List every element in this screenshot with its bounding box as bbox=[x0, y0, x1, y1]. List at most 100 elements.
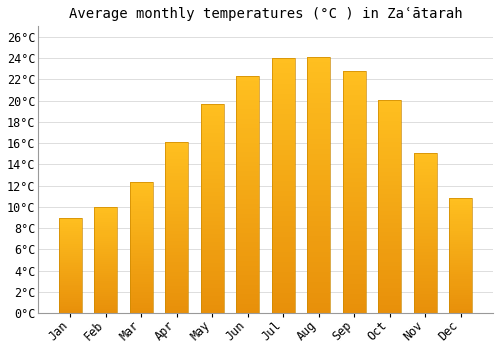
Bar bbox=[272, 109, 295, 114]
Bar bbox=[308, 298, 330, 303]
Bar bbox=[201, 183, 224, 188]
Bar bbox=[343, 182, 366, 187]
Bar bbox=[414, 287, 437, 291]
Bar bbox=[343, 221, 366, 226]
Bar bbox=[130, 240, 153, 243]
Bar bbox=[308, 257, 330, 262]
Bar bbox=[308, 216, 330, 221]
Bar bbox=[308, 231, 330, 236]
Bar bbox=[94, 230, 118, 232]
Bar bbox=[59, 290, 82, 292]
Bar bbox=[343, 144, 366, 148]
Bar bbox=[378, 262, 402, 266]
Bar bbox=[378, 292, 402, 296]
Bar bbox=[343, 114, 366, 119]
Bar bbox=[94, 279, 118, 281]
Bar bbox=[236, 204, 260, 209]
Bar bbox=[450, 302, 472, 304]
Bar bbox=[201, 296, 224, 301]
Bar bbox=[59, 222, 82, 223]
Bar bbox=[450, 215, 472, 217]
Bar bbox=[201, 167, 224, 171]
Bar bbox=[272, 288, 295, 293]
Bar bbox=[166, 169, 188, 173]
Bar bbox=[414, 188, 437, 191]
Bar bbox=[343, 105, 366, 110]
Bar bbox=[272, 293, 295, 298]
Bar bbox=[201, 179, 224, 183]
Bar bbox=[272, 282, 295, 288]
Bar bbox=[378, 117, 402, 121]
Bar bbox=[130, 264, 153, 266]
Bar bbox=[59, 244, 82, 246]
Bar bbox=[59, 225, 82, 227]
Bar bbox=[343, 255, 366, 260]
Bar bbox=[201, 158, 224, 162]
Bar bbox=[378, 245, 402, 249]
Bar bbox=[308, 144, 330, 149]
Bar bbox=[130, 269, 153, 271]
Bar bbox=[414, 252, 437, 256]
Bar bbox=[450, 210, 472, 212]
Bar bbox=[59, 254, 82, 256]
Bar bbox=[59, 227, 82, 229]
Bar bbox=[272, 155, 295, 160]
Bar bbox=[130, 266, 153, 269]
Bar bbox=[94, 298, 118, 300]
Bar bbox=[59, 231, 82, 233]
Bar bbox=[378, 304, 402, 309]
Bar bbox=[166, 279, 188, 282]
Bar bbox=[166, 200, 188, 204]
Bar bbox=[308, 160, 330, 164]
Bar bbox=[272, 206, 295, 211]
Bar bbox=[450, 263, 472, 265]
Bar bbox=[272, 165, 295, 170]
Bar bbox=[201, 263, 224, 267]
Bar bbox=[308, 67, 330, 72]
Bar bbox=[94, 254, 118, 256]
Bar bbox=[130, 261, 153, 264]
Bar bbox=[130, 290, 153, 292]
Bar bbox=[94, 256, 118, 258]
Bar bbox=[414, 278, 437, 281]
Bar bbox=[450, 276, 472, 279]
Bar bbox=[59, 260, 82, 261]
Bar bbox=[343, 177, 366, 182]
Bar bbox=[236, 308, 260, 313]
Bar bbox=[378, 253, 402, 258]
Bar bbox=[272, 140, 295, 145]
Bar bbox=[130, 308, 153, 310]
Bar bbox=[130, 203, 153, 206]
Bar bbox=[272, 150, 295, 155]
Bar bbox=[378, 142, 402, 147]
Bar bbox=[236, 237, 260, 242]
Bar bbox=[59, 294, 82, 296]
Bar bbox=[130, 219, 153, 222]
Bar bbox=[272, 191, 295, 196]
Bar bbox=[94, 250, 118, 252]
Bar bbox=[94, 281, 118, 284]
Bar bbox=[414, 153, 437, 156]
Bar bbox=[236, 247, 260, 252]
Bar bbox=[94, 309, 118, 311]
Bar bbox=[94, 222, 118, 224]
Bar bbox=[166, 163, 188, 166]
Bar bbox=[414, 230, 437, 233]
Bar bbox=[450, 286, 472, 288]
Bar bbox=[308, 288, 330, 293]
Bar bbox=[130, 190, 153, 193]
Bar bbox=[236, 133, 260, 138]
Bar bbox=[414, 214, 437, 217]
Bar bbox=[378, 138, 402, 142]
Bar bbox=[308, 180, 330, 185]
Bar bbox=[94, 216, 118, 218]
Bar bbox=[130, 211, 153, 214]
Bar bbox=[343, 284, 366, 289]
Title: Average monthly temperatures (°C ) in Zaʿātarah: Average monthly temperatures (°C ) in Za… bbox=[69, 7, 462, 21]
Bar bbox=[450, 288, 472, 290]
Bar bbox=[130, 276, 153, 279]
Bar bbox=[414, 226, 437, 230]
Bar bbox=[166, 272, 188, 275]
Bar bbox=[414, 162, 437, 166]
Bar bbox=[272, 308, 295, 313]
